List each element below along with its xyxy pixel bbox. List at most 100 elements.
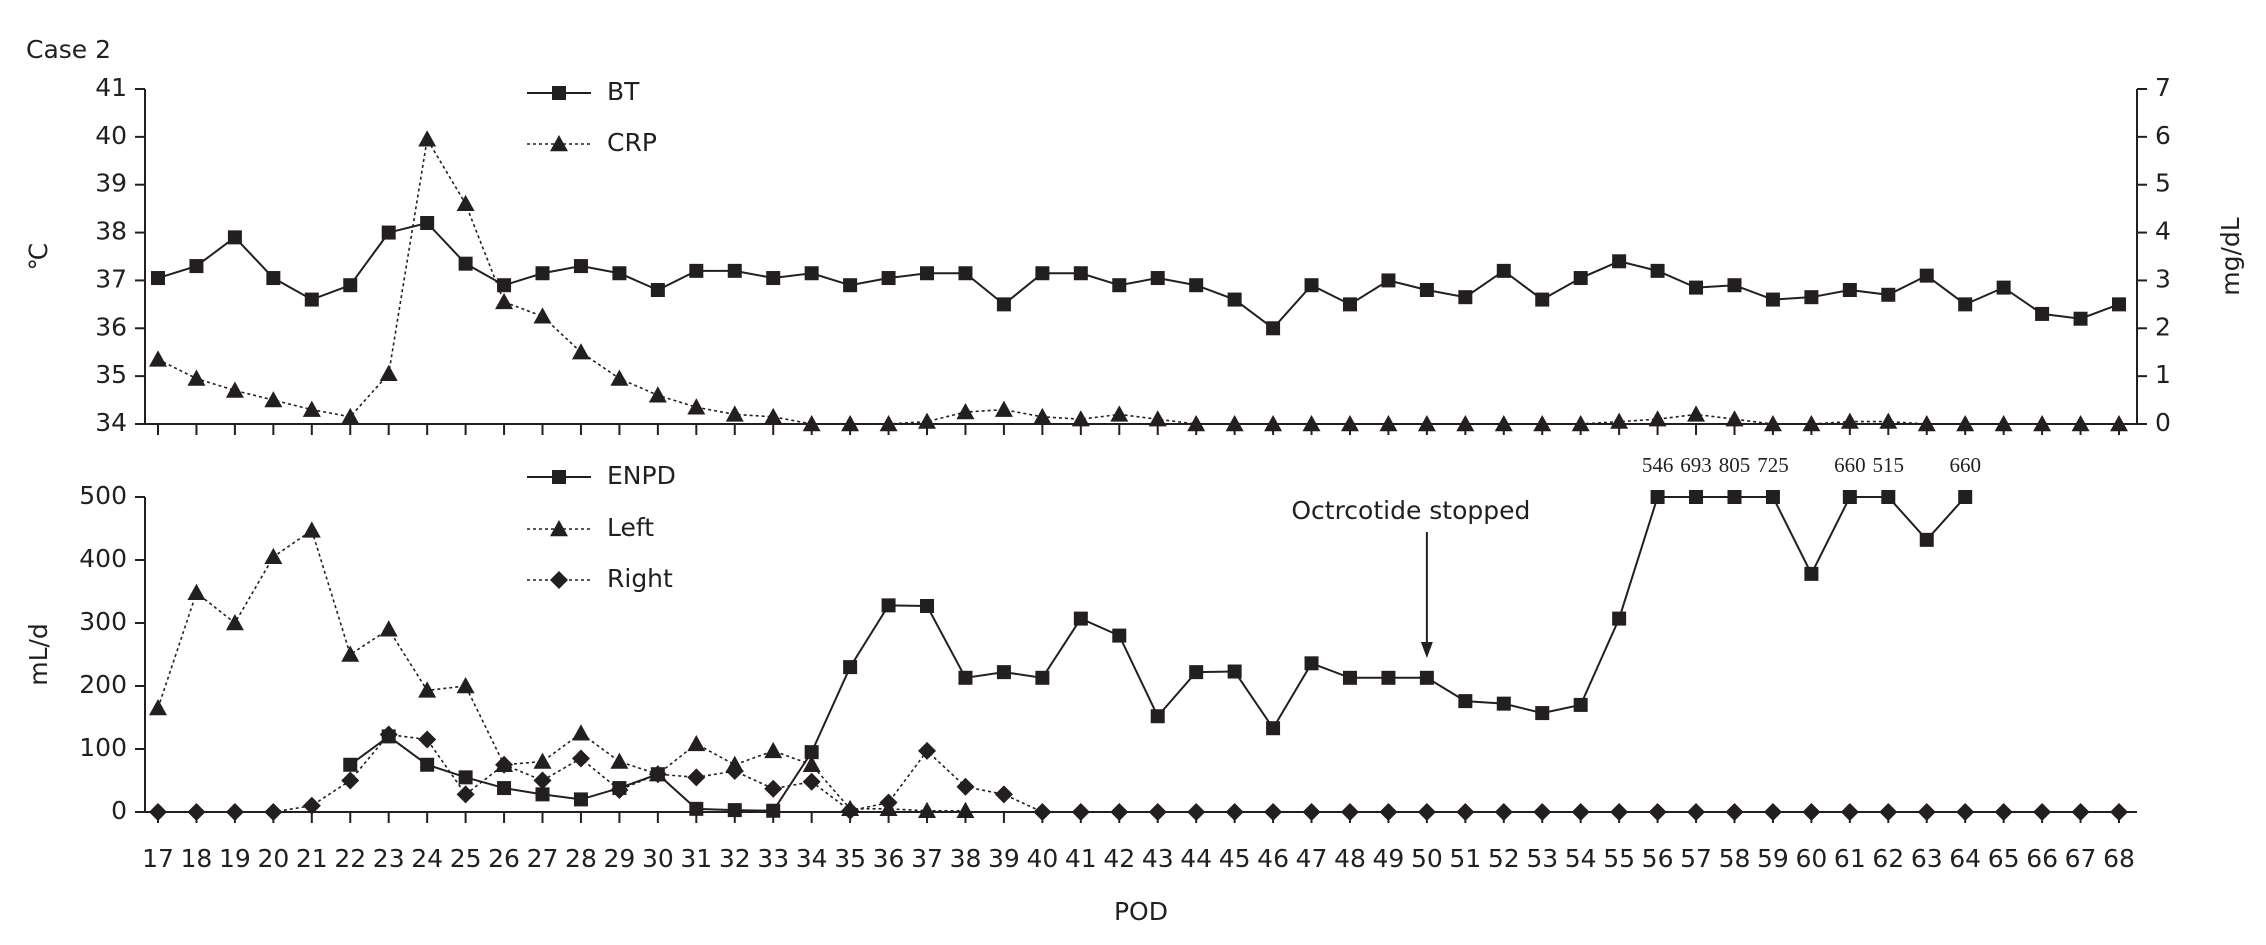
x-tick-label: 43 [1142, 844, 1174, 873]
marker [1610, 412, 1629, 429]
x-tick-label: 54 [1565, 844, 1597, 873]
marker [343, 757, 358, 772]
marker [495, 755, 514, 774]
marker [418, 730, 437, 749]
marker [379, 620, 398, 637]
legend-label: ENPD [607, 461, 676, 490]
marker [841, 801, 860, 820]
marker [381, 225, 396, 240]
x-tick-label: 65 [1988, 844, 2020, 873]
marker [1650, 490, 1665, 504]
marker [456, 194, 475, 212]
x-tick-label: 18 [181, 844, 213, 873]
x-tick-label: 51 [1449, 844, 1481, 873]
marker [2033, 803, 2052, 821]
marker [1033, 407, 1052, 425]
marker [1917, 803, 1936, 821]
marker [1225, 415, 1244, 432]
marker [225, 803, 244, 821]
marker [1956, 415, 1975, 432]
marker [1227, 292, 1242, 307]
x-tick-label: 42 [1103, 844, 1135, 873]
marker [1573, 271, 1588, 286]
marker [1189, 278, 1204, 293]
x-tick-label: 50 [1411, 844, 1443, 873]
marker [456, 785, 475, 804]
x-tick-label: 48 [1334, 844, 1366, 873]
marker [1687, 803, 1706, 821]
x-tick-label: 61 [1834, 844, 1866, 873]
marker [1573, 697, 1588, 712]
marker [1881, 490, 1896, 504]
value-label: 546 [1642, 453, 1674, 477]
legend-label: CRP [607, 128, 657, 157]
marker [302, 521, 321, 538]
marker [802, 415, 821, 432]
marker [956, 403, 975, 420]
marker [1689, 280, 1704, 295]
marker [1687, 405, 1706, 422]
marker [804, 745, 819, 760]
marker [1342, 670, 1357, 685]
legend-marker [550, 520, 568, 537]
marker [1804, 290, 1819, 305]
marker [766, 803, 781, 818]
marker [648, 386, 667, 403]
marker [264, 547, 283, 565]
marker [689, 801, 704, 816]
marker [1765, 490, 1780, 504]
marker [1187, 803, 1206, 821]
value-label: 805 [1719, 453, 1751, 477]
marker [1956, 803, 1975, 821]
marker [533, 752, 552, 769]
marker [1456, 803, 1475, 821]
marker [1419, 670, 1434, 685]
x-tick-label: 20 [257, 844, 289, 873]
marker [1035, 266, 1050, 281]
x-tick-label: 40 [1026, 844, 1058, 873]
marker [533, 307, 552, 324]
marker [2110, 803, 2128, 821]
marker [1802, 415, 1821, 432]
marker [725, 405, 744, 422]
marker [764, 407, 783, 425]
marker [1379, 415, 1398, 432]
marker [1264, 803, 1283, 821]
marker [302, 796, 321, 815]
x-tick-label: 47 [1296, 844, 1328, 873]
y2-tick-label: 4 [2155, 217, 2171, 246]
y-tick-label: 200 [79, 670, 127, 699]
x-tick-label: 46 [1257, 844, 1289, 873]
marker [804, 266, 819, 281]
marker [571, 749, 590, 768]
marker [1494, 415, 1513, 432]
marker [766, 271, 781, 286]
marker [264, 391, 283, 408]
marker [1612, 611, 1627, 626]
marker [1148, 803, 1167, 821]
series-line [157, 221, 2120, 330]
annotation: Octrcotide stopped [1291, 496, 1530, 525]
marker [612, 266, 627, 281]
marker [1650, 263, 1665, 278]
marker [1458, 694, 1473, 709]
marker [189, 259, 204, 274]
marker [1994, 803, 2013, 821]
legend-marker [552, 86, 566, 100]
marker [1304, 656, 1319, 671]
y-axis-label: mL/d [24, 623, 53, 686]
x-tick-label: 29 [604, 844, 636, 873]
marker [2033, 415, 2052, 432]
marker [956, 801, 975, 818]
marker [1381, 670, 1396, 685]
marker [1148, 410, 1167, 427]
x-tick-label: 17 [142, 844, 174, 873]
marker [1958, 490, 1973, 504]
y2-tick-label: 7 [2155, 73, 2171, 102]
y-tick-label: 100 [79, 733, 127, 762]
x-axis-label: POD [1114, 897, 1168, 926]
marker [225, 614, 244, 631]
marker [1533, 415, 1552, 432]
value-label: 693 [1680, 453, 1712, 477]
marker [918, 412, 937, 429]
